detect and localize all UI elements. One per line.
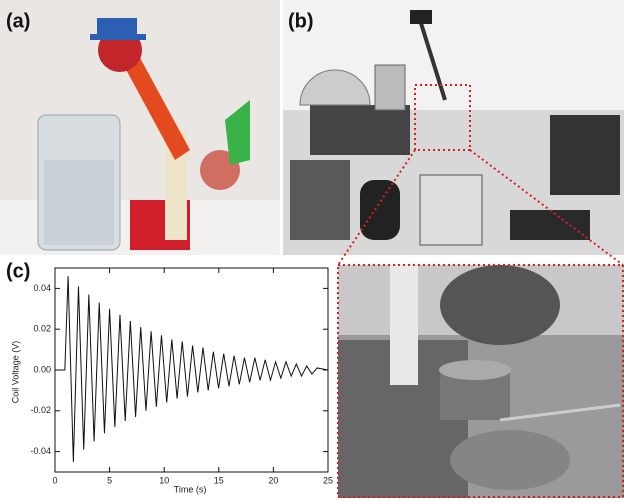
photo-a	[0, 0, 280, 255]
signal-line	[55, 276, 329, 462]
x-tick-label: 5	[107, 475, 112, 485]
x-tick-label: 25	[323, 475, 333, 485]
x-tick-label: 20	[268, 475, 278, 485]
y-tick-label: 0.02	[33, 324, 51, 334]
zoom-line	[337, 149, 416, 266]
y-tick-label: -0.04	[30, 446, 51, 456]
photo-inset	[337, 264, 624, 498]
panel-label: (c)	[6, 260, 30, 282]
y-tick-label: -0.02	[30, 405, 51, 415]
x-tick-label: 10	[159, 475, 169, 485]
plot-frame	[54, 267, 329, 473]
photo-b	[283, 0, 624, 255]
y-tick-label: 0.04	[33, 283, 51, 293]
x-tick-label: 15	[214, 475, 224, 485]
panel-label: (b)	[288, 10, 314, 32]
x-axis-label: Time (s)	[174, 484, 207, 494]
x-tick-label: 0	[52, 475, 57, 485]
zoom-line	[469, 149, 624, 266]
y-tick-label: 0.00	[33, 364, 51, 374]
y-axis-label: Coil Voltage (V)	[10, 341, 20, 404]
panel-label: (a)	[6, 10, 30, 32]
